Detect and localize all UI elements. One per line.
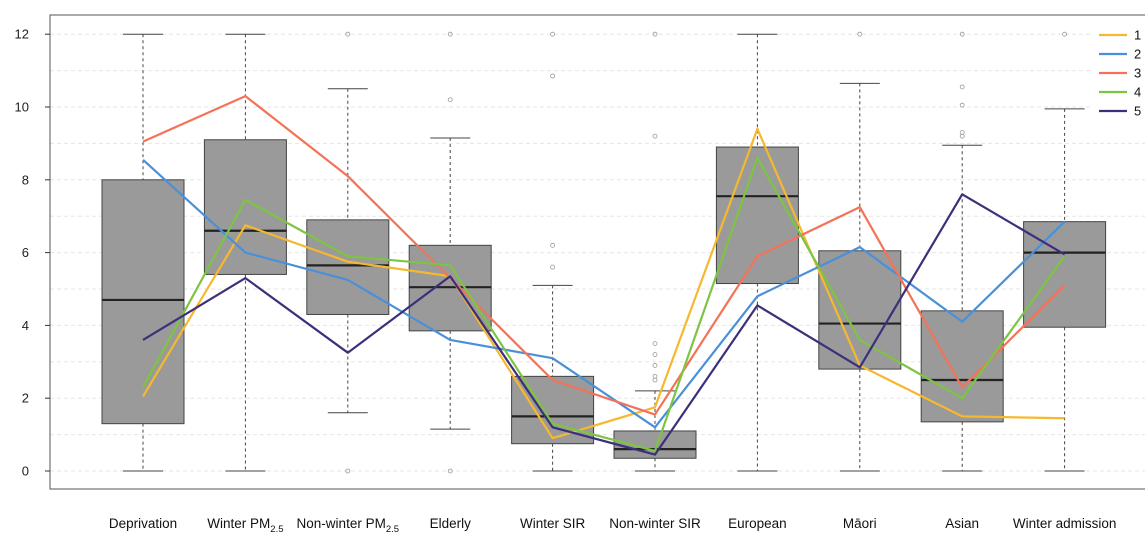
boxplot <box>101 33 185 472</box>
y-tick-label: 12 <box>15 27 29 42</box>
outlier-point <box>550 31 555 37</box>
outlier-point <box>447 97 453 103</box>
box <box>920 310 1004 423</box>
box <box>306 219 390 315</box>
legend-label: 5 <box>1134 104 1141 119</box>
legend-label: 3 <box>1134 66 1141 81</box>
outlier-point <box>447 468 453 474</box>
outlier-point <box>652 373 658 379</box>
legend-label: 4 <box>1134 85 1141 100</box>
outlier-point <box>959 31 965 37</box>
y-tick-label: 6 <box>22 245 29 260</box>
x-category-label: Non-winter PM2.5 <box>297 516 400 534</box>
outlier-point <box>345 468 351 474</box>
grid <box>50 33 1145 472</box>
outlier-point <box>652 31 658 37</box>
series-line-5 <box>142 193 1066 456</box>
series-line-4 <box>142 156 1066 453</box>
legend-box <box>1090 22 1145 118</box>
outlier-point <box>652 363 658 368</box>
outlier-point <box>652 352 658 357</box>
outlier-point <box>857 31 863 37</box>
outlier-point <box>550 73 555 79</box>
legend[interactable]: 1 2 3 4 5 <box>1090 22 1145 119</box>
y-axis: 0 2 4 6 8 10 12 <box>15 27 50 479</box>
y-tick-label: 8 <box>22 172 29 187</box>
boxplot <box>818 31 902 472</box>
y-tick-label: 0 <box>22 464 29 479</box>
outlier-point <box>345 31 351 37</box>
outlier-point <box>652 133 658 139</box>
x-category-label: Elderly <box>430 516 472 531</box>
x-category-label: Asian <box>945 516 979 531</box>
outlier-point <box>550 242 555 248</box>
outlier-point <box>652 341 658 347</box>
x-category-label: European <box>728 516 787 531</box>
x-category-label: Māori <box>843 516 877 531</box>
x-category-label: Deprivation <box>109 516 177 531</box>
outlier-point <box>1062 31 1067 37</box>
outlier-point <box>550 264 555 270</box>
boxplot <box>511 31 595 472</box>
outlier-point <box>959 102 965 108</box>
y-tick-label: 4 <box>22 318 29 333</box>
legend-label: 1 <box>1134 28 1141 43</box>
x-category-label: Winter PM2.5 <box>207 516 283 534</box>
box <box>101 179 185 425</box>
boxplot <box>408 31 492 474</box>
series-lines <box>142 94 1066 456</box>
legend-label: 2 <box>1134 47 1141 62</box>
boxplot <box>715 33 799 472</box>
boxplot <box>920 31 1004 472</box>
outlier-point <box>447 31 453 37</box>
y-tick-label: 10 <box>15 100 29 115</box>
plot-area-frame <box>49 14 1145 490</box>
box <box>715 146 799 285</box>
x-category-label: Non-winter SIR <box>609 516 701 531</box>
outlier-point <box>959 84 965 90</box>
x-axis: Deprivation Winter PM2.5 Non-winter PM2.5 E… <box>109 516 1117 534</box>
series-line-3 <box>142 94 1066 416</box>
y-tick-label: 2 <box>22 391 29 406</box>
series-line-2 <box>142 158 1066 429</box>
x-category-label: Winter SIR <box>520 516 586 531</box>
box <box>818 250 902 370</box>
x-category-label: Winter admission <box>1013 516 1117 531</box>
series-line-1 <box>142 127 1065 440</box>
outlier-point <box>959 130 965 135</box>
